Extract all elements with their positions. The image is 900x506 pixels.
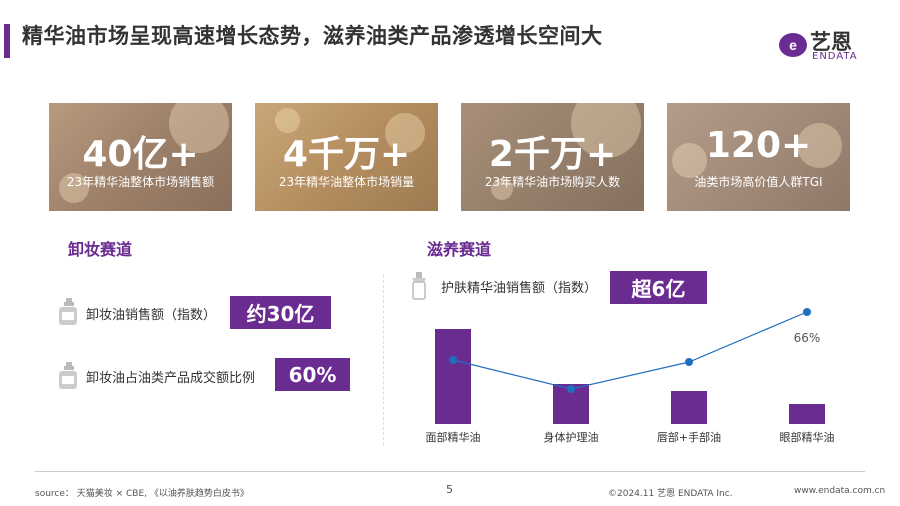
chart-point: [449, 356, 457, 364]
stat-card-2: 4千万+ 23年精华油整体市场销量: [255, 103, 438, 211]
stat-card-1: 40亿+ 23年精华油整体市场销售额: [49, 103, 232, 211]
stat-value: 120+: [705, 125, 812, 166]
title-accent-bar: [4, 24, 10, 58]
dropper-bottle-icon: [412, 272, 426, 300]
logo-subtext: ENDATA: [812, 51, 858, 62]
chart-category-label: 眼部精华油: [780, 430, 835, 444]
chart-category-label: 面部精华油: [426, 430, 481, 444]
chart-bar: [435, 329, 471, 424]
chart-category-label: 身体护理油: [544, 430, 599, 444]
metric-label: 卸妆油占油类产品成交额比例: [86, 371, 256, 386]
pump-bottle-icon: [59, 362, 77, 389]
page-number: 5: [446, 483, 453, 496]
stat-label: 23年精华油市场购买人数: [484, 175, 621, 189]
page-title: 精华油市场呈现高速增长态势，滋养油类产品渗透增长空间大: [22, 24, 603, 48]
stat-label: 23年精华油整体市场销量: [278, 175, 415, 189]
stat-value: 4千万+: [282, 134, 411, 175]
metric-label: 护肤精华油销售额（指数）: [441, 281, 598, 296]
metric-value-pill: 约30亿: [230, 296, 331, 329]
section-divider: [383, 275, 384, 445]
stat-value: 40亿+: [82, 134, 199, 175]
footer-source: source： 天猫美妆 × CBE, 《以油养肤趋势白皮书》: [35, 489, 249, 499]
footer-url[interactable]: www.endata.com.cn: [794, 486, 886, 496]
section-title-makeup-remover: 卸妆赛道: [68, 240, 133, 259]
chart-bar: [671, 391, 707, 424]
stat-card-3: 2千万+ 23年精华油市场购买人数: [461, 103, 644, 211]
chart-point: [685, 358, 693, 366]
metric-value-pill: 超6亿: [610, 271, 707, 304]
footer-copyright: ©2024.11 艺恩 ENDATA Inc.: [608, 489, 733, 499]
chart-bar: [789, 404, 825, 424]
svg-text:e: e: [789, 37, 797, 53]
logo: e 艺恩 ENDATA: [778, 26, 878, 66]
logo-icon: e: [779, 33, 807, 57]
chart-line: [452, 311, 808, 390]
stat-label: 油类市场高价值人群TGI: [694, 175, 823, 189]
logo-text: 艺恩: [810, 30, 852, 54]
stat-card-4: 120+ 油类市场高价值人群TGI: [667, 103, 850, 211]
stat-label: 23年精华油整体市场销售额: [66, 175, 215, 189]
chart-point: [567, 385, 575, 393]
chart-category-label: 唇部+手部油: [657, 430, 721, 444]
metric-label: 卸妆油销售额（指数）: [86, 308, 217, 323]
chart-point: [803, 308, 811, 316]
stat-value: 2千万+: [488, 134, 617, 175]
chart-data-label: 66%: [794, 331, 821, 345]
section-title-nourishing: 滋养赛道: [427, 240, 492, 259]
metric-value-pill: 60%: [275, 358, 350, 391]
combo-chart: 面部精华油 身体护理油 唇部+手部油 眼部精华油 66%: [426, 308, 835, 444]
footer-divider: [35, 471, 865, 472]
pump-bottle-icon: [59, 298, 77, 325]
